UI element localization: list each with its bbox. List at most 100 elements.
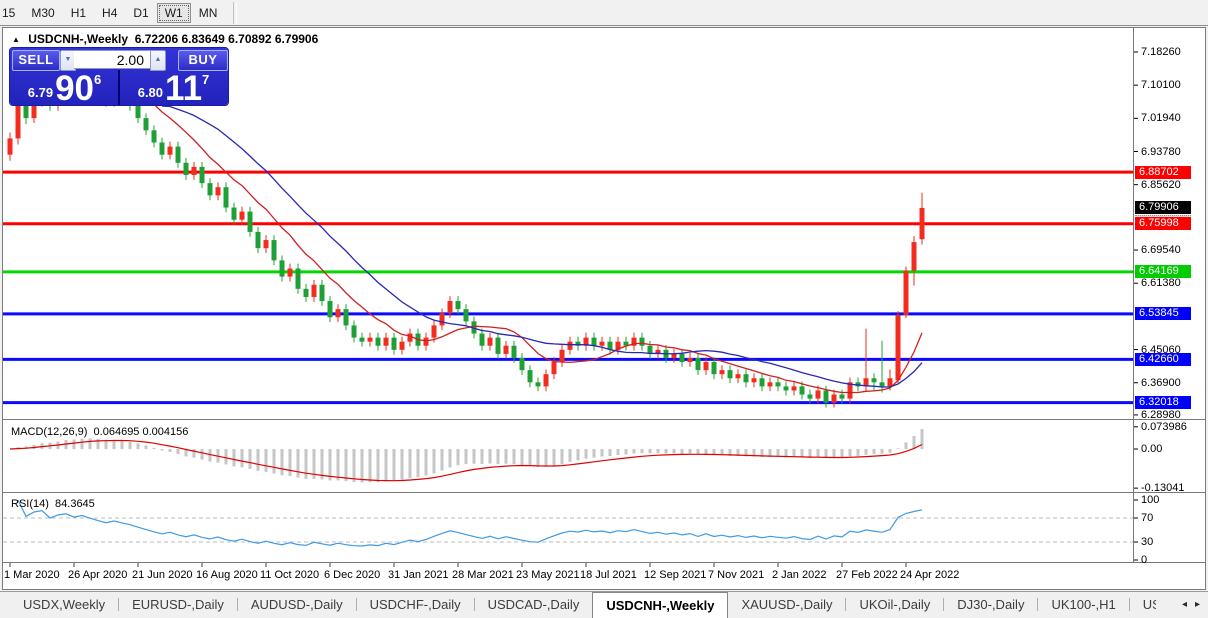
sell-button[interactable]: SELL	[12, 50, 60, 71]
candle-body	[671, 353, 677, 358]
chart-tab-ukoil-daily[interactable]: UKOil-,Daily	[859, 597, 931, 612]
candle-body	[367, 337, 373, 342]
date-label: 23 May 2021	[516, 569, 580, 581]
candle-body	[159, 142, 165, 155]
chart-tab-audusd-daily[interactable]: AUDUSD-,Daily	[250, 597, 343, 612]
candle-body	[607, 341, 613, 350]
candle-body	[215, 187, 221, 196]
date-label: 6 Dec 2020	[324, 569, 381, 581]
chart-tab-eurusd-daily[interactable]: EURUSD-,Daily	[132, 597, 224, 612]
candle-body	[407, 333, 413, 342]
candle-body	[175, 146, 181, 163]
candle-body	[919, 207, 925, 240]
candle-body	[471, 321, 477, 334]
timeframe-button-h1[interactable]: H1	[70, 5, 87, 20]
candle-body	[727, 370, 733, 379]
one-click-trading-panel: SELL ▼ 2.00 ▲ BUY 6.79 90 6 6.80 11 7	[10, 48, 228, 108]
macd-name: MACD(12,26,9)	[11, 426, 88, 438]
rsi-tick-label: 30	[1141, 536, 1154, 548]
chart-tab-usdchf-daily[interactable]: USDCHF-,Daily	[369, 597, 461, 612]
candle-body	[423, 337, 429, 346]
tab-scroll-left-icon[interactable]: ◂	[1181, 598, 1187, 610]
timeframe-button-d1[interactable]: D1	[133, 5, 149, 20]
date-label: 28 Mar 2021	[452, 569, 514, 581]
candle-body	[831, 394, 837, 403]
chart-tab-usdcnh-weekly[interactable]: USDCNH-,Weekly	[592, 592, 729, 618]
candle-body	[847, 382, 853, 399]
candle-body	[655, 349, 661, 354]
candle-body	[639, 337, 645, 346]
candle-body	[335, 309, 341, 318]
candle-body	[495, 337, 501, 354]
candle-body	[263, 240, 269, 249]
macd-tick-label: 0.073986	[1141, 420, 1187, 433]
candle-body	[151, 130, 157, 143]
buy-button[interactable]: BUY	[178, 50, 228, 71]
timeframe-button-h4[interactable]: H4	[102, 5, 118, 20]
volume-increase-button[interactable]: ▲	[150, 50, 166, 71]
current-price-tag: 6.79906	[1135, 201, 1191, 215]
candle-body	[239, 211, 245, 220]
macd-tick-label: 0.00	[1141, 443, 1163, 455]
tab-scroll-right-icon[interactable]: ▸	[1194, 598, 1200, 610]
candle-body	[863, 378, 869, 387]
date-label: 16 Aug 2020	[196, 569, 258, 581]
tab-separator	[473, 598, 475, 611]
one-click-panel-toggle-icon[interactable]: ▲	[12, 35, 20, 44]
candle-body	[191, 166, 197, 176]
timeframe-button-mn[interactable]: MN	[198, 5, 218, 20]
tab-separator	[1037, 598, 1039, 611]
chart-tab-usdx-weekly[interactable]: USDX,Weekly	[23, 597, 106, 612]
price-tick-label: 6.28980	[1141, 408, 1181, 421]
candle-body	[567, 341, 573, 350]
sell-price-prefix: 6.79	[27, 85, 54, 100]
candle-body	[399, 341, 405, 350]
chart-tab-uk100-h1[interactable]: UK100-,H1	[1051, 597, 1116, 612]
candle-body	[463, 309, 469, 322]
date-label: 2 Jan 2022	[772, 569, 827, 581]
candle-body	[15, 105, 21, 139]
chart-tab-dj30-daily[interactable]: DJ30-,Daily	[957, 597, 1025, 612]
timeframe-button-15[interactable]: 15	[2, 5, 16, 20]
chart-title: ▲ USDCNH-,Weekly 6.72206 6.83649 6.70892…	[12, 32, 318, 46]
candle-body	[327, 301, 333, 318]
candle-body	[815, 390, 821, 399]
rsi-value: 84.3645	[55, 498, 95, 510]
date-label: 12 Sep 2021	[644, 569, 707, 581]
candle-body	[799, 386, 805, 395]
ma-10-line	[81, 90, 923, 394]
price-chart[interactable]	[3, 28, 1205, 589]
volume-input[interactable]: 2.00	[74, 50, 150, 69]
candle-body	[615, 341, 621, 350]
price-tick-label: 6.61380	[1141, 277, 1181, 290]
level-price-tag: 6.64169	[1135, 265, 1191, 279]
rsi-tick-label: 0	[1141, 554, 1148, 566]
macd-values: 0.064695 0.004156	[93, 426, 189, 438]
candle-body	[199, 166, 205, 184]
candle-body	[511, 345, 517, 358]
candle-body	[903, 270, 909, 315]
price-tick-label: 6.93780	[1141, 145, 1181, 158]
candle-body	[207, 183, 213, 196]
candle-body	[687, 357, 693, 362]
candle-body	[255, 231, 261, 249]
sell-price-big: 90	[55, 69, 94, 108]
candle-body	[527, 370, 533, 383]
timeframe-button-w1[interactable]: W1	[156, 2, 191, 23]
date-label: 7 Nov 2021	[708, 569, 765, 581]
candle-body	[287, 268, 293, 277]
chart-tab-xauusd-daily[interactable]: XAUUSD-,Daily	[741, 597, 833, 612]
price-tick-label: 7.01940	[1141, 112, 1181, 125]
candle-body	[23, 105, 29, 119]
buy-price-display: 6.80 11 7	[120, 69, 227, 108]
candle-body	[735, 374, 741, 379]
buy-price-big: 11	[165, 69, 203, 108]
candle-body	[31, 101, 37, 119]
candle-body	[879, 382, 885, 387]
candle-body	[599, 341, 605, 346]
candle-body	[575, 341, 581, 346]
candle-body	[391, 337, 397, 350]
chart-tab-usdcad-daily[interactable]: USDCAD-,Daily	[487, 597, 580, 612]
timeframe-button-m30[interactable]: M30	[31, 5, 55, 20]
candle-body	[271, 240, 277, 261]
